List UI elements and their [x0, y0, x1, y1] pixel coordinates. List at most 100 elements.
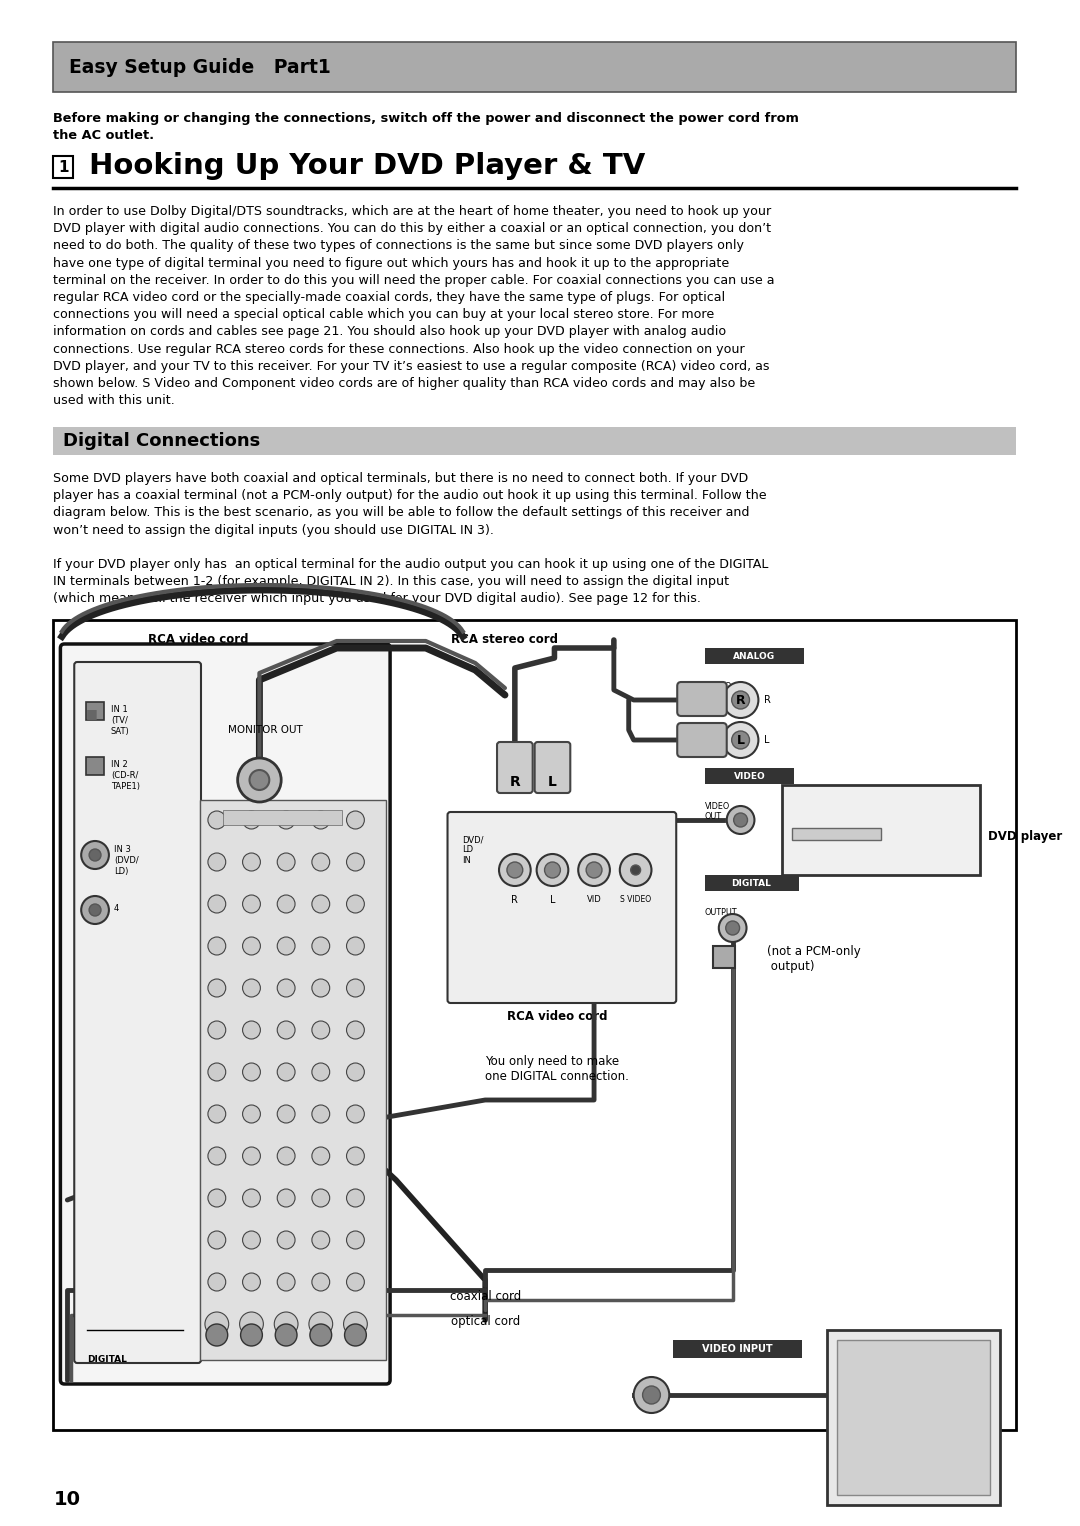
- Text: L: L: [548, 775, 557, 789]
- Text: IN terminals between 1-2 (for example, DIGITAL IN 2). In this case, you will nee: IN terminals between 1-2 (for example, D…: [54, 575, 730, 588]
- Circle shape: [278, 1231, 295, 1248]
- Text: You only need to make
one DIGITAL connection.: You only need to make one DIGITAL connec…: [485, 1054, 629, 1083]
- Circle shape: [723, 682, 758, 719]
- Circle shape: [312, 853, 329, 871]
- Circle shape: [278, 896, 295, 913]
- Bar: [826, 1331, 1000, 1505]
- FancyBboxPatch shape: [535, 742, 570, 794]
- Circle shape: [345, 1325, 366, 1346]
- Circle shape: [634, 1376, 670, 1413]
- Circle shape: [544, 862, 561, 877]
- Circle shape: [81, 896, 109, 925]
- Bar: [54, 620, 1016, 1430]
- Text: used with this unit.: used with this unit.: [54, 394, 175, 407]
- Circle shape: [309, 1312, 333, 1335]
- Circle shape: [278, 810, 295, 829]
- Circle shape: [643, 1386, 660, 1404]
- Circle shape: [347, 896, 364, 913]
- Circle shape: [243, 1148, 260, 1164]
- Circle shape: [243, 1064, 260, 1080]
- Text: RCA video cord: RCA video cord: [148, 633, 248, 645]
- Circle shape: [278, 1064, 295, 1080]
- Circle shape: [586, 862, 602, 877]
- Text: VIDEO INPUT: VIDEO INPUT: [702, 1344, 773, 1354]
- Text: Easy Setup Guide   Part1: Easy Setup Guide Part1: [69, 58, 332, 76]
- Text: DIGITAL: DIGITAL: [87, 1355, 127, 1364]
- Bar: [54, 427, 1016, 455]
- Circle shape: [243, 896, 260, 913]
- FancyBboxPatch shape: [60, 644, 390, 1384]
- Circle shape: [208, 937, 226, 955]
- Circle shape: [731, 731, 750, 749]
- Circle shape: [499, 855, 530, 887]
- Circle shape: [347, 1231, 364, 1248]
- Circle shape: [278, 1148, 295, 1164]
- Circle shape: [312, 980, 329, 996]
- Circle shape: [278, 937, 295, 955]
- Text: R: R: [512, 896, 518, 905]
- Text: OUTPUT: OUTPUT: [705, 908, 738, 917]
- Circle shape: [347, 937, 364, 955]
- Circle shape: [620, 855, 651, 887]
- FancyBboxPatch shape: [677, 682, 727, 716]
- Circle shape: [578, 855, 610, 887]
- Text: L: L: [765, 736, 770, 745]
- Circle shape: [243, 810, 260, 829]
- Bar: [705, 874, 799, 891]
- Text: R: R: [510, 775, 521, 789]
- Text: Some DVD players have both coaxial and optical terminals, but there is no need t: Some DVD players have both coaxial and o…: [54, 472, 748, 485]
- Circle shape: [347, 1105, 364, 1123]
- Text: DVD/
LD
IN: DVD/ LD IN: [462, 835, 484, 865]
- Text: R: R: [735, 693, 745, 707]
- Circle shape: [347, 1273, 364, 1291]
- Text: DVD player, and your TV to this receiver. For your TV it’s easiest to use a regu: DVD player, and your TV to this receiver…: [54, 360, 770, 372]
- Circle shape: [240, 1312, 264, 1335]
- Text: (not a PCM-only
 output): (not a PCM-only output): [767, 945, 861, 974]
- Circle shape: [312, 1273, 329, 1291]
- Circle shape: [733, 813, 747, 827]
- Circle shape: [208, 810, 226, 829]
- Bar: [673, 1340, 802, 1358]
- Text: If your DVD player only has  an optical terminal for the audio output you can ho: If your DVD player only has an optical t…: [54, 559, 769, 571]
- Text: VIDEO
OUT: VIDEO OUT: [705, 803, 730, 821]
- Text: 4: 4: [113, 903, 119, 913]
- Circle shape: [310, 1325, 332, 1346]
- Circle shape: [312, 1064, 329, 1080]
- Circle shape: [278, 1021, 295, 1039]
- Bar: [54, 43, 1016, 92]
- Circle shape: [208, 1021, 226, 1039]
- Text: L: L: [550, 896, 555, 905]
- Bar: [782, 784, 981, 874]
- Text: shown below. S Video and Component video cords are of higher quality than RCA vi: shown below. S Video and Component video…: [54, 377, 756, 391]
- Text: won’t need to assign the digital inputs (you should use DIGITAL IN 3).: won’t need to assign the digital inputs …: [54, 523, 495, 537]
- Text: information on cords and cables see page 21. You should also hook up your DVD pl: information on cords and cables see page…: [54, 325, 727, 339]
- Text: L: L: [737, 734, 744, 746]
- Text: Digital Connections: Digital Connections: [64, 432, 260, 450]
- Text: IN 3
(DVD/
LD): IN 3 (DVD/ LD): [113, 845, 138, 876]
- Circle shape: [347, 1148, 364, 1164]
- Text: 10: 10: [54, 1489, 81, 1509]
- Circle shape: [243, 980, 260, 996]
- Text: 1: 1: [58, 160, 69, 174]
- Text: need to do both. The quality of these two types of connections is the same but s: need to do both. The quality of these tw…: [54, 240, 744, 252]
- Circle shape: [208, 1231, 226, 1248]
- Circle shape: [208, 1189, 226, 1207]
- Circle shape: [631, 865, 640, 874]
- Text: VID: VID: [586, 896, 602, 903]
- Circle shape: [243, 1231, 260, 1248]
- Circle shape: [278, 1189, 295, 1207]
- Circle shape: [312, 1231, 329, 1248]
- Circle shape: [312, 1189, 329, 1207]
- Text: AUDIO: AUDIO: [705, 682, 732, 691]
- Circle shape: [347, 1189, 364, 1207]
- Circle shape: [208, 1273, 226, 1291]
- Circle shape: [278, 853, 295, 871]
- Circle shape: [243, 1021, 260, 1039]
- Circle shape: [243, 1105, 260, 1123]
- Text: terminal on the receiver. In order to do this you will need the proper cable. Fo: terminal on the receiver. In order to do…: [54, 273, 775, 287]
- Bar: [86, 757, 104, 775]
- Text: connections you will need a special optical cable which you can buy at your loca: connections you will need a special opti…: [54, 308, 715, 320]
- Text: DVD player with digital audio connections. You can do this by either a coaxial o: DVD player with digital audio connection…: [54, 223, 771, 235]
- Circle shape: [90, 903, 102, 916]
- Circle shape: [243, 853, 260, 871]
